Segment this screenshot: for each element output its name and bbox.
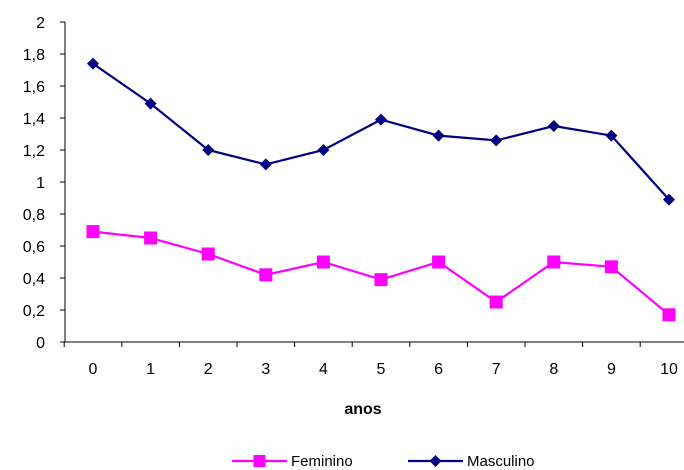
y-tick-label: 0,8 bbox=[23, 207, 45, 224]
legend-marker-feminino bbox=[253, 455, 266, 467]
data-point-feminino bbox=[432, 255, 446, 269]
data-point-feminino bbox=[604, 260, 618, 274]
data-point-feminino bbox=[86, 225, 100, 239]
data-point-feminino bbox=[144, 231, 158, 245]
legend-label-feminino: Feminino bbox=[291, 453, 353, 470]
data-point-masculino bbox=[259, 158, 272, 171]
data-point-feminino bbox=[662, 308, 676, 322]
x-tick-label: 1 bbox=[146, 361, 155, 378]
legend-item-feminino: Feminino bbox=[232, 453, 353, 470]
data-point-feminino bbox=[547, 255, 561, 269]
x-tick-label: 0 bbox=[89, 361, 98, 378]
data-point-masculino bbox=[432, 129, 445, 142]
y-tick-label: 1,2 bbox=[23, 143, 45, 160]
x-tick-label: 9 bbox=[607, 361, 616, 378]
x-tick-label: 3 bbox=[261, 361, 270, 378]
x-tick-label: 5 bbox=[377, 361, 386, 378]
data-point-masculino bbox=[317, 144, 330, 156]
x-tick-label: 10 bbox=[660, 361, 678, 378]
x-axis-title: anos bbox=[344, 401, 381, 418]
y-tick-label: 0,2 bbox=[23, 303, 45, 320]
data-point-feminino bbox=[201, 247, 215, 261]
axes: 0 0,2 0,4 0,6 0,8 1 1,2 1,4 1,6 1,8 2 0 1 2 3 4 5 6 7 8 9 10 bbox=[23, 15, 684, 378]
data-point-feminino bbox=[259, 268, 273, 282]
series-layer bbox=[86, 57, 676, 322]
x-tick-label: 8 bbox=[549, 361, 558, 378]
data-point-masculino bbox=[547, 120, 560, 132]
y-tick-label: 0 bbox=[36, 335, 45, 352]
y-tick-label: 0,6 bbox=[23, 239, 45, 256]
y-tick-label: 1,6 bbox=[23, 79, 45, 96]
data-point-feminino bbox=[316, 255, 330, 269]
data-point-masculino bbox=[663, 193, 675, 206]
y-tick-label: 0,4 bbox=[23, 271, 45, 288]
series-line-masculino bbox=[92, 62, 670, 201]
y-tick-label: 1,8 bbox=[23, 47, 45, 64]
y-tick-label: 1 bbox=[36, 175, 45, 192]
series-feminino bbox=[86, 225, 676, 322]
legend-label-masculino: Masculino bbox=[467, 453, 535, 470]
data-point-feminino bbox=[489, 295, 503, 309]
x-tick-label: 4 bbox=[319, 361, 328, 378]
series-masculino bbox=[87, 57, 675, 206]
data-point-masculino bbox=[375, 113, 387, 126]
x-tick-label: 6 bbox=[434, 361, 443, 378]
y-tick-label: 1,4 bbox=[23, 111, 45, 128]
data-point-masculino bbox=[87, 57, 99, 70]
legend: Feminino Masculino bbox=[232, 453, 535, 470]
legend-marker-masculino bbox=[429, 455, 442, 467]
y-tick-label: 2 bbox=[36, 15, 45, 32]
x-tick-label: 7 bbox=[492, 361, 501, 378]
data-point-masculino bbox=[490, 134, 503, 147]
data-point-masculino bbox=[202, 144, 215, 156]
x-tick-label: 2 bbox=[204, 361, 213, 378]
data-point-masculino bbox=[605, 129, 618, 142]
data-point-feminino bbox=[374, 273, 388, 287]
legend-item-masculino: Masculino bbox=[408, 453, 535, 470]
data-point-masculino bbox=[144, 97, 157, 110]
